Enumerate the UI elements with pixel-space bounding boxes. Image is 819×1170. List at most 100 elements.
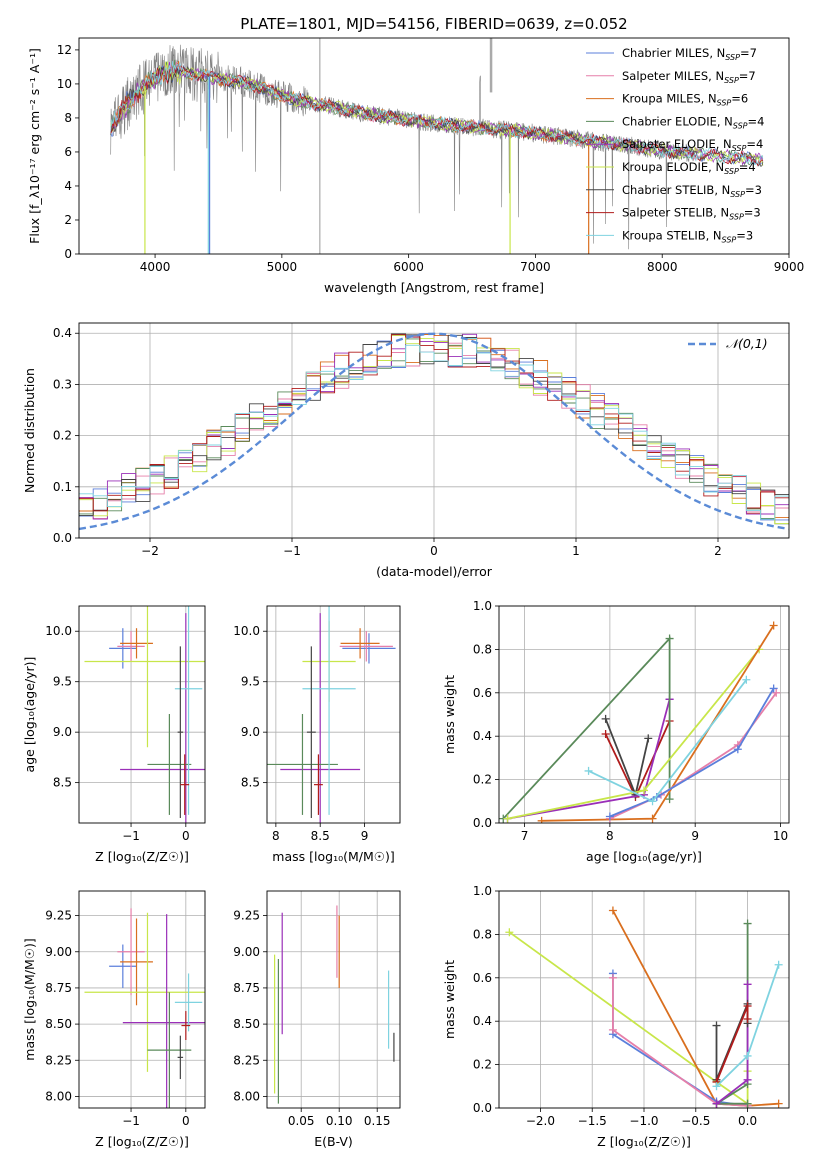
x-tick-label: 0 — [182, 829, 190, 843]
axes-frame — [78, 37, 790, 255]
y-tick-label: 6 — [64, 145, 72, 159]
series-line-kroupa_elodie — [508, 931, 749, 1106]
y-tick-label: 0.4 — [473, 729, 492, 743]
marker-kroupa_miles — [648, 814, 657, 823]
y-tick-label: 0.2 — [473, 1058, 492, 1072]
marker-chabrier_elodie — [665, 795, 674, 804]
marker-salpeter_stelib — [743, 1002, 752, 1011]
y-tick-label: 8.00 — [233, 1089, 260, 1103]
legend-label: Chabrier STELIB, NSSP=3 — [622, 183, 762, 199]
series-line-salpeter_elodie — [507, 699, 671, 820]
marker-kroupa_stelib — [648, 797, 657, 806]
histogram-salpeter_miles — [79, 335, 789, 519]
massweight-vs-age-plot-area — [499, 621, 781, 823]
marker-kroupa_stelib — [742, 675, 751, 684]
age-vs-mass-plot-area — [267, 606, 396, 823]
y-tick-label: 0.0 — [473, 816, 492, 830]
y-tick-label: 0.4 — [473, 1014, 492, 1028]
series-line-kroupa_miles — [541, 625, 775, 822]
y-tick-label: 8.25 — [233, 1053, 260, 1067]
histogram-salpeter_stelib — [79, 334, 789, 512]
y-tick-label: 8.25 — [45, 1053, 72, 1067]
x-axis-label: (data-model)/error — [376, 564, 493, 579]
marker-kroupa_stelib — [712, 1082, 721, 1091]
x-tick-label: 2 — [714, 544, 722, 558]
y-tick-label: 10.0 — [45, 624, 72, 638]
y-tick-label: 1.0 — [473, 599, 492, 613]
marker-salpeter_miles — [772, 688, 781, 697]
x-tick-label: −2 — [141, 544, 159, 558]
x-tick-label: 8 — [606, 829, 614, 843]
x-axis-label: wavelength [Angstrom, rest frame] — [324, 280, 544, 295]
marker-salpeter_elodie — [743, 980, 752, 989]
marker-chabrier_stelib — [712, 1021, 721, 1030]
marker-chabrier_miles — [769, 684, 778, 693]
spectrum-plot-area — [110, 38, 764, 254]
x-tick-label: −1.0 — [629, 1114, 658, 1128]
marker-salpeter_miles — [608, 1025, 617, 1034]
legend-label: Kroupa ELODIE, NSSP=4 — [622, 160, 756, 176]
legend-label: Chabrier ELODIE, NSSP=4 — [622, 114, 764, 130]
axes-frame — [78, 605, 206, 824]
legend-label: 𝒩(0,1) — [726, 336, 768, 351]
model-spectrum-kroupa_stelib — [110, 60, 764, 166]
model-spectrum-salpeter_stelib — [110, 62, 763, 167]
marker-chabrier_miles — [733, 745, 742, 754]
x-tick-label: 8 — [272, 829, 280, 843]
marker-salpeter_stelib — [743, 1015, 752, 1024]
spectrum-legend: Chabrier MILES, NSSP=7 Salpeter MILES, NS… — [586, 46, 764, 244]
x-axis-label: Z [log₁₀(Z/Z☉)] — [95, 1134, 189, 1149]
x-tick-label: 10 — [773, 829, 788, 843]
y-tick-label: 8.75 — [233, 981, 260, 995]
y-tick-label: 0.3 — [53, 377, 72, 391]
y-tick-label: 8.00 — [45, 1089, 72, 1103]
series-line-chabrier_miles — [609, 688, 775, 818]
y-tick-label: 0.6 — [473, 971, 492, 985]
y-axis-label: Normed distribution — [22, 368, 37, 493]
y-tick-label: 9.25 — [233, 909, 260, 923]
x-tick-label: −2.0 — [526, 1114, 555, 1128]
y-tick-label: 4 — [64, 179, 72, 193]
x-tick-label: −1 — [122, 1114, 140, 1128]
y-tick-label: 8 — [64, 111, 72, 125]
model-spectrum-kroupa_elodie — [110, 61, 764, 166]
y-tick-label: 10.0 — [233, 624, 260, 638]
series-line-salpeter_miles — [612, 977, 748, 1107]
marker-chabrier_stelib — [601, 714, 610, 723]
x-tick-label: 0.05 — [288, 1114, 315, 1128]
x-tick-label: 0.10 — [326, 1114, 353, 1128]
x-axis-label: E(B-V) — [314, 1134, 353, 1149]
y-tick-label: 0.6 — [473, 686, 492, 700]
axes-frame — [498, 605, 790, 824]
series-line-kroupa_stelib — [588, 679, 748, 803]
marker-salpeter_elodie — [712, 1099, 721, 1108]
residuals-plot-area — [79, 332, 789, 531]
x-tick-label: 0.0 — [738, 1114, 757, 1128]
mass-vs-ebv-plot-area — [274, 905, 395, 1104]
x-tick-label: 9 — [361, 829, 369, 843]
x-axis-label: Z [log₁₀(Z/Z☉)] — [597, 1134, 691, 1149]
y-tick-label: 8.5 — [241, 776, 260, 790]
y-tick-label: 8.5 — [53, 776, 72, 790]
y-axis-label: Flux [f_λ10⁻¹⁷ erg cm⁻² s⁻¹ A⁻¹] — [27, 48, 42, 244]
y-axis-label: age [log₁₀(age/yr)] — [22, 657, 37, 773]
x-tick-label: 7000 — [520, 260, 551, 274]
marker-chabrier_elodie — [743, 919, 752, 928]
y-tick-label: 9.0 — [241, 725, 260, 739]
series-line-kroupa_elodie — [507, 648, 760, 820]
marker-chabrier_elodie — [665, 634, 674, 643]
y-tick-label: 0 — [64, 247, 72, 261]
residuals-panel: −2 −1 0 1 2 0.0 0.1 0.2 0.3 0.4 (data-model)/error… — [22, 322, 790, 579]
marker-kroupa_miles — [774, 1099, 783, 1108]
axes-frame — [78, 322, 790, 539]
marker-kroupa_elodie — [505, 928, 514, 937]
x-axis-label: age [log₁₀(age/yr)] — [586, 849, 702, 864]
histogram-kroupa_miles — [79, 334, 789, 519]
y-tick-label: 8.50 — [233, 1017, 260, 1031]
axes-frame — [266, 605, 401, 824]
y-tick-label: 0.2 — [53, 429, 72, 443]
x-tick-label: 0 — [182, 1114, 190, 1128]
y-tick-label: 9.00 — [233, 945, 260, 959]
x-tick-label: 8000 — [647, 260, 678, 274]
figure-title: PLATE=1801, MJD=54156, FIBERID=0639, z=0… — [240, 15, 627, 33]
